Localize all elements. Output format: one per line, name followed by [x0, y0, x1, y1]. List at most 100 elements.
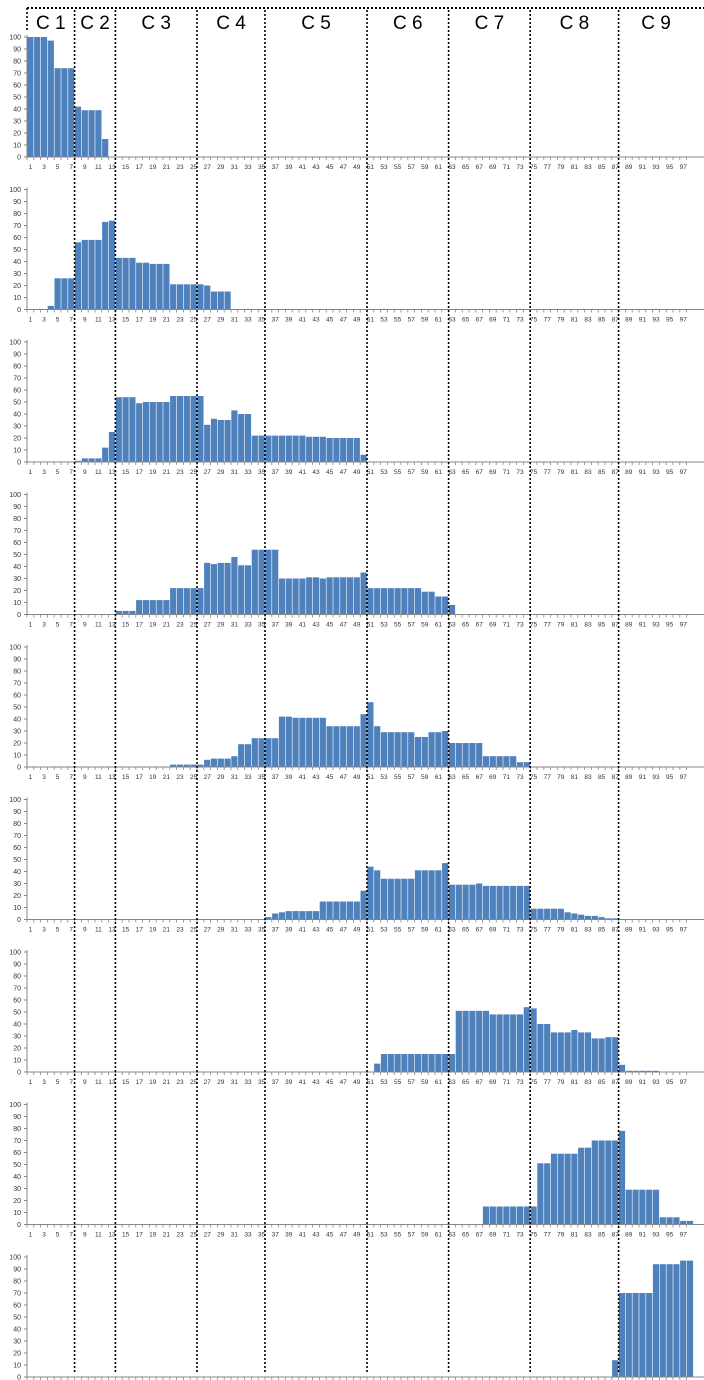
bar — [408, 588, 415, 615]
bar — [503, 885, 510, 920]
bar — [204, 285, 211, 310]
bar — [197, 588, 204, 615]
x-tick-label: 63 — [448, 927, 456, 934]
bar — [414, 737, 422, 767]
x-tick-label: 57 — [408, 1232, 416, 1239]
bar — [510, 756, 517, 767]
x-tick-label: 11 — [95, 1232, 102, 1239]
x-tick-label: 51 — [367, 1232, 375, 1239]
x-tick-label: 47 — [340, 774, 348, 781]
bar — [346, 726, 354, 767]
x-tick-label: 59 — [421, 927, 429, 934]
bar — [299, 717, 306, 767]
x-tick-label: 97 — [680, 164, 688, 171]
bar — [360, 454, 367, 462]
x-tick-label: 81 — [571, 774, 579, 781]
bar — [652, 1264, 660, 1377]
x-tick-label: 5 — [56, 469, 60, 476]
y-tick-label: 50 — [13, 247, 21, 254]
y-tick-label: 30 — [13, 1339, 21, 1346]
x-tick-label: 17 — [136, 1232, 144, 1239]
x-tick-label: 57 — [408, 927, 416, 934]
y-tick-label: 0 — [17, 612, 21, 619]
x-tick-label: 55 — [394, 164, 402, 171]
x-tick-label: 47 — [340, 469, 348, 476]
bar — [537, 908, 544, 920]
x-tick-label: 85 — [598, 927, 606, 934]
bar — [163, 600, 170, 615]
x-tick-label: 37 — [272, 469, 280, 476]
y-tick-label: 70 — [13, 71, 21, 78]
x-tick-label: 85 — [598, 622, 606, 629]
y-tick-label: 40 — [13, 107, 21, 114]
bar — [27, 37, 34, 157]
bar — [40, 37, 48, 157]
x-tick-label: 5 — [56, 164, 60, 171]
x-tick-label: 69 — [489, 927, 497, 934]
y-tick-label: 30 — [13, 271, 21, 278]
bar — [686, 1260, 694, 1377]
x-tick-label: 31 — [231, 317, 239, 324]
bar — [401, 588, 408, 615]
y-tick-label: 30 — [13, 1034, 21, 1041]
bar — [244, 744, 252, 767]
bar — [360, 890, 367, 920]
y-tick-label: 80 — [13, 1126, 21, 1133]
bar — [578, 1032, 585, 1072]
bar — [421, 591, 428, 615]
x-tick-label: 17 — [136, 1079, 144, 1086]
x-tick-label: 61 — [435, 317, 443, 324]
bar — [340, 901, 347, 920]
bar — [292, 435, 299, 462]
x-tick-label: 59 — [421, 1232, 429, 1239]
bar — [584, 1032, 592, 1072]
x-tick-label: 37 — [272, 317, 280, 324]
bar — [496, 756, 503, 767]
x-tick-label: 5 — [56, 1079, 60, 1086]
bar — [408, 732, 415, 767]
bar — [442, 1054, 449, 1072]
y-tick-label: 90 — [13, 504, 21, 511]
bar — [659, 1217, 666, 1225]
bar — [238, 744, 245, 767]
y-tick-label: 90 — [13, 1267, 21, 1274]
x-tick-label: 97 — [680, 1079, 688, 1086]
bar — [285, 578, 292, 615]
bar — [360, 714, 367, 767]
bar — [306, 717, 313, 767]
bar — [312, 717, 320, 767]
x-tick-label: 33 — [244, 317, 252, 324]
x-tick-label: 91 — [639, 622, 647, 629]
x-tick-label: 45 — [326, 164, 334, 171]
y-tick-label: 40 — [13, 1174, 21, 1181]
x-tick-label: 57 — [408, 469, 416, 476]
bar — [122, 397, 129, 462]
x-tick-label: 93 — [652, 469, 660, 476]
bar — [340, 438, 347, 462]
y-tick-label: 90 — [13, 1114, 21, 1121]
bar — [387, 732, 394, 767]
bar — [435, 732, 442, 767]
bar — [646, 1189, 653, 1225]
x-tick-label: 27 — [204, 317, 212, 324]
x-tick-label: 67 — [476, 927, 484, 934]
bar — [278, 912, 286, 920]
x-tick-label: 51 — [367, 469, 375, 476]
x-tick-label: 61 — [435, 927, 443, 934]
x-tick-label: 47 — [340, 927, 348, 934]
x-tick-label: 63 — [448, 317, 456, 324]
bar — [217, 291, 224, 310]
bar — [115, 610, 122, 615]
x-tick-label: 51 — [367, 1079, 375, 1086]
x-tick-label: 81 — [571, 317, 579, 324]
y-tick-label: 50 — [13, 857, 21, 864]
bar — [197, 764, 204, 767]
x-tick-label: 29 — [217, 317, 225, 324]
y-tick-label: 10 — [13, 143, 21, 150]
bar — [639, 1293, 646, 1377]
x-tick-label: 45 — [326, 622, 334, 629]
x-tick-label: 1 — [29, 317, 33, 324]
x-tick-label: 7 — [69, 164, 73, 171]
x-tick-label: 49 — [353, 317, 361, 324]
